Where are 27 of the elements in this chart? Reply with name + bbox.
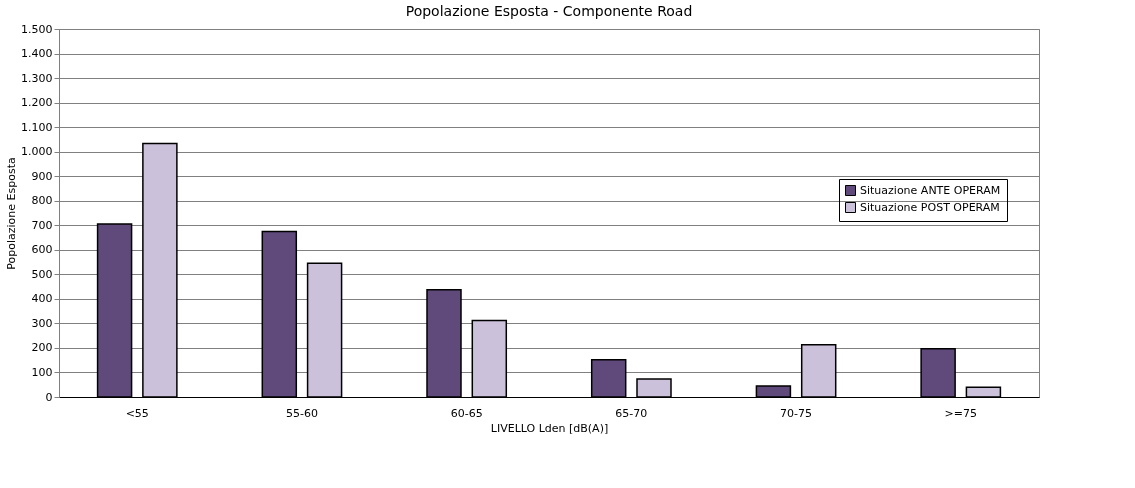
x-tick-label: 70-75 [780, 406, 813, 420]
x-tick-label: 60-65 [450, 406, 483, 420]
y-tick-label: 1.400 [21, 47, 53, 61]
x-tick-label: 65-70 [615, 406, 648, 420]
y-tick-label: 200 [31, 341, 53, 355]
y-tick-label: 600 [31, 243, 53, 257]
y-tick-label: 300 [31, 316, 53, 330]
legend-label: Situazione POST OPERAM [860, 200, 1000, 214]
y-tick-label: 1.000 [21, 145, 53, 159]
x-tick-label: >=75 [944, 406, 977, 420]
y-tick-label: 100 [31, 365, 53, 379]
y-tick-label: 900 [31, 169, 53, 183]
y-tick-label: 800 [31, 194, 53, 208]
y-tick-label: 400 [31, 292, 53, 306]
y-tick-label: 500 [31, 267, 53, 281]
x-tick-label: 55-60 [285, 406, 318, 420]
y-tick-label: 0 [45, 390, 53, 404]
x-tick-label: <55 [125, 406, 149, 420]
y-tick-label: 1.300 [21, 71, 53, 85]
y-tick-label: 1.100 [21, 120, 53, 134]
legend-label: Situazione ANTE OPERAM [860, 183, 1001, 197]
x-axis-title: LIVELLO Lden [dB(A)] [490, 421, 609, 435]
chart-title: Popolazione Esposta - Componente Road [405, 3, 693, 19]
y-axis-title: Popolazione Esposta [5, 157, 19, 270]
y-tick-label: 1.200 [21, 96, 53, 110]
y-tick-label: 1.500 [21, 22, 53, 36]
y-tick-label: 700 [31, 218, 53, 232]
